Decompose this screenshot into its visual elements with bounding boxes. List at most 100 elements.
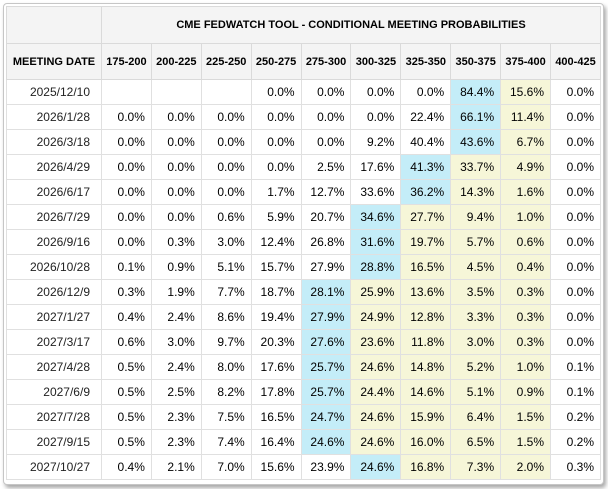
- probability-cell: 24.7%: [300, 404, 352, 430]
- probability-cell: 25.7%: [300, 379, 352, 405]
- probability-cell: 0.1%: [101, 254, 152, 280]
- probability-cell: 7.3%: [450, 454, 502, 480]
- probability-cell: 0.1%: [550, 354, 601, 380]
- probability-cell: 41.3%: [400, 154, 452, 180]
- probability-cell: 0.9%: [150, 254, 202, 280]
- probability-cell: 0.4%: [101, 454, 152, 480]
- probability-cell: 17.8%: [250, 379, 302, 405]
- probability-cell: 12.8%: [400, 304, 452, 330]
- title-row: CME FEDWATCH TOOL - CONDITIONAL MEETING …: [6, 6, 601, 44]
- probability-cell: 20.3%: [250, 329, 302, 355]
- probability-cell: 0.0%: [101, 104, 152, 130]
- probability-cell: 0.0%: [250, 104, 302, 130]
- probability-cell: 0.6%: [200, 204, 252, 230]
- probability-cell: 0.5%: [101, 404, 152, 430]
- probability-cell: 0.0%: [101, 129, 152, 155]
- meeting-date-cell: 2027/3/17: [6, 329, 102, 355]
- probability-cell: 11.4%: [500, 104, 552, 130]
- probability-cell: 0.3%: [150, 229, 202, 255]
- probability-cell: 34.6%: [350, 204, 402, 230]
- meeting-date-cell: 2027/7/28: [6, 404, 102, 430]
- rate-bin-column-header: 225-250: [200, 43, 252, 80]
- table-row: 2027/7/28 0.5% 2.3% 7.5% 16.5% 24.7% 24.6% 15.9…: [6, 404, 601, 430]
- probability-cell: 33.7%: [450, 154, 502, 180]
- probability-cell: 24.6%: [350, 429, 402, 455]
- probability-cell: 3.3%: [450, 304, 502, 330]
- probability-cell: 5.2%: [450, 354, 502, 380]
- probability-cell: 0.0%: [150, 129, 202, 155]
- probability-cell: 0.2%: [550, 404, 601, 430]
- probability-cell: 0.0%: [550, 104, 601, 130]
- probability-cell: 4.5%: [450, 254, 502, 280]
- probability-cell: 0.0%: [200, 129, 252, 155]
- probability-cell: 19.4%: [250, 304, 302, 330]
- probability-cell: 8.6%: [200, 304, 252, 330]
- probability-cell: 3.0%: [150, 329, 202, 355]
- table-row: 2025/12/10 0.0% 0.0% 0.0% 0.0% 84.4% 15.6% 0.0%: [6, 79, 601, 105]
- probability-cell: 5.9%: [250, 204, 302, 230]
- probability-cell: 17.6%: [250, 354, 302, 380]
- fedwatch-probabilities-panel: CME FEDWATCH TOOL - CONDITIONAL MEETING …: [3, 3, 604, 485]
- probability-cell: 0.0%: [300, 79, 352, 105]
- probability-cell: 6.5%: [450, 429, 502, 455]
- probability-cell: 24.9%: [350, 304, 402, 330]
- probability-cell: 0.5%: [101, 379, 152, 405]
- rate-bin-column-header: 275-300: [300, 43, 352, 80]
- probability-cell: 27.9%: [300, 304, 352, 330]
- column-header-row: MEETING DATE 175-200 200-225 225-250 250-27…: [6, 43, 601, 80]
- meeting-date-cell: 2027/9/15: [6, 429, 102, 455]
- probability-cell: 11.8%: [400, 329, 452, 355]
- probability-cell: 0.2%: [550, 429, 601, 455]
- probability-cell: 0.0%: [550, 279, 601, 305]
- probability-cell: 0.0%: [150, 204, 202, 230]
- rate-bin-column-header: 400-425: [550, 43, 601, 80]
- probability-cell: 31.6%: [350, 229, 402, 255]
- probability-cell: 27.6%: [300, 329, 352, 355]
- probability-cell: 0.9%: [500, 379, 552, 405]
- meeting-date-cell: 2026/6/17: [6, 179, 102, 205]
- probability-cell: 8.0%: [200, 354, 252, 380]
- meeting-date-cell: 2027/6/9: [6, 379, 102, 405]
- meeting-date-cell: 2025/12/10: [6, 79, 102, 105]
- probability-cell: 0.3%: [500, 279, 552, 305]
- rate-bin-column-header: 300-325: [350, 43, 402, 80]
- probability-cell: 3.5%: [450, 279, 502, 305]
- probability-cell: 0.0%: [200, 104, 252, 130]
- rate-bin-column-header: 350-375: [450, 43, 502, 80]
- probability-cell: 0.0%: [150, 104, 202, 130]
- rate-bin-column-header: 375-400: [500, 43, 552, 80]
- probability-cell: 0.0%: [101, 154, 152, 180]
- meeting-date-cell: 2027/1/27: [6, 304, 102, 330]
- probability-cell: 24.4%: [350, 379, 402, 405]
- meeting-date-cell: 2026/1/28: [6, 104, 102, 130]
- probability-cell: 14.8%: [400, 354, 452, 380]
- probability-cell: 20.7%: [300, 204, 352, 230]
- probability-cell: [150, 79, 202, 105]
- table-title: CME FEDWATCH TOOL - CONDITIONAL MEETING …: [101, 6, 601, 44]
- probability-cell: 2.5%: [150, 379, 202, 405]
- probability-cell: 0.0%: [550, 179, 601, 205]
- probability-cell: 9.7%: [200, 329, 252, 355]
- probability-cell: 24.6%: [350, 404, 402, 430]
- table-row: 2026/7/29 0.0% 0.0% 0.6% 5.9% 20.7% 34.6% 27.7%…: [6, 204, 601, 230]
- probability-cell: 0.0%: [250, 79, 302, 105]
- probability-cell: 0.6%: [101, 329, 152, 355]
- table-row: 2026/4/29 0.0% 0.0% 0.0% 0.0% 2.5% 17.6% 41.3% 3…: [6, 154, 601, 180]
- table-row: 2027/4/28 0.5% 2.4% 8.0% 17.6% 25.7% 24.6% 14.8…: [6, 354, 601, 380]
- probability-cell: 5.1%: [450, 379, 502, 405]
- probability-cell: 0.5%: [101, 354, 152, 380]
- probability-cell: 16.5%: [250, 404, 302, 430]
- rate-bin-column-header: 250-275: [250, 43, 302, 80]
- probability-cell: 0.0%: [101, 204, 152, 230]
- probability-cell: 3.0%: [200, 229, 252, 255]
- probability-cell: 14.3%: [450, 179, 502, 205]
- table-row: 2026/12/9 0.3% 1.9% 7.7% 18.7% 28.1% 25.9% 13.6…: [6, 279, 601, 305]
- probability-cell: 2.3%: [150, 429, 202, 455]
- probability-cell: 28.1%: [300, 279, 352, 305]
- probability-cell: 9.2%: [350, 129, 402, 155]
- probability-cell: 24.6%: [300, 429, 352, 455]
- probability-cell: 0.0%: [250, 154, 302, 180]
- meeting-date-cell: 2026/10/28: [6, 254, 102, 280]
- probability-cell: 0.0%: [550, 229, 601, 255]
- probability-cell: 0.3%: [500, 329, 552, 355]
